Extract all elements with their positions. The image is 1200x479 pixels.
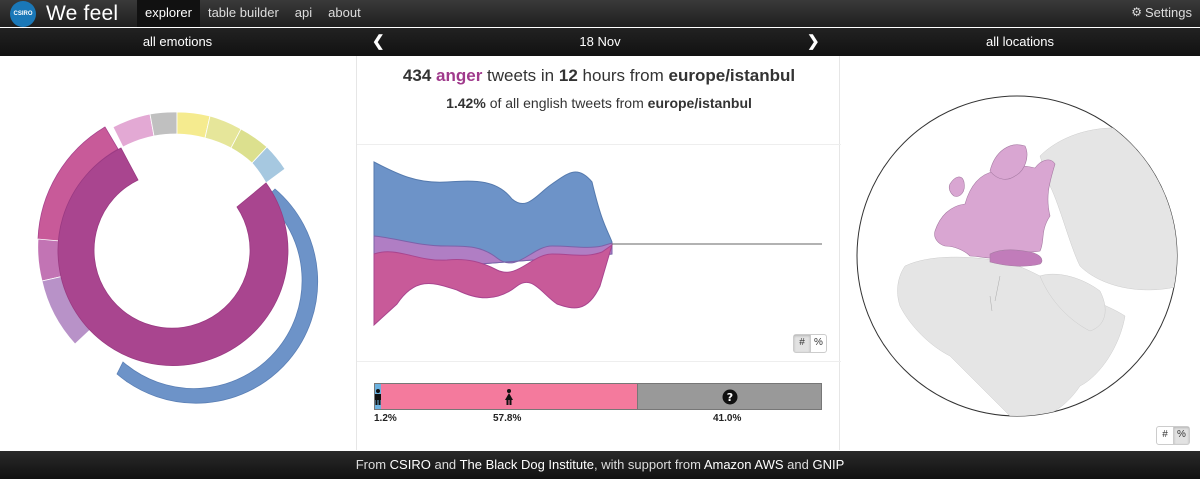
nav-api[interactable]: api (294, 5, 313, 20)
aws-link[interactable]: Amazon AWS (703, 457, 784, 472)
main-nav: explorer table builder api about (137, 0, 369, 27)
sunburst-outer-blue[interactable] (116, 188, 318, 404)
land-uk[interactable] (948, 176, 965, 197)
hours-count: 12 (558, 66, 578, 85)
brand[interactable]: CSIRO We feel (10, 0, 118, 27)
footer: From CSIRO and The Black Dog Institute, … (0, 451, 1200, 479)
emotion-sunburst-panel (0, 56, 356, 450)
stream-anger-layer[interactable] (373, 243, 613, 327)
gender-female-segment[interactable] (380, 384, 639, 409)
divider (357, 361, 841, 362)
date-label: 18 Nov (579, 34, 621, 49)
land-arabia[interactable] (1039, 273, 1106, 332)
subline: 1.42% of all english tweets from europe/… (357, 95, 841, 111)
unknown-percent: 41.0% (713, 413, 742, 424)
footer-text4: and (787, 457, 809, 472)
chevron-left-icon[interactable]: ❮ (372, 33, 385, 50)
map-count-button[interactable]: # (1162, 429, 1168, 440)
emotion-selector[interactable]: all emotions (142, 34, 213, 49)
gender-male-segment[interactable] (374, 384, 381, 409)
subline-text: of all english tweets from (489, 95, 644, 111)
percent-mode-button[interactable]: % (810, 335, 826, 352)
chevron-right-icon[interactable]: ❯ (807, 33, 820, 50)
subline-location: europe/istanbul (647, 95, 752, 111)
question-icon: ? (722, 389, 738, 405)
sunburst-outer-yellow1[interactable] (176, 111, 211, 139)
footer-text2: and (434, 457, 457, 472)
headline-text2: hours from (582, 66, 664, 85)
headline-text1: tweets in (487, 66, 555, 85)
land-europe-highlight[interactable] (934, 159, 1056, 259)
footer-text3: , with support from (593, 457, 701, 472)
land-northeast[interactable] (1039, 127, 1180, 291)
csiro-logo: CSIRO (10, 0, 36, 27)
female-percent: 57.8% (493, 413, 522, 424)
emotion-name[interactable]: anger (436, 66, 483, 85)
center-panel: 434 anger tweets in 12 hours from europe… (356, 56, 841, 450)
land-scandinavia[interactable] (989, 144, 1028, 180)
footer-text1: From (355, 457, 387, 472)
emotion-sunburst[interactable] (0, 56, 356, 450)
gender-bar: ? (374, 383, 822, 410)
male-percent: 1.2% (374, 413, 397, 424)
sunburst-inner-anger[interactable] (57, 147, 289, 366)
divider (357, 144, 841, 145)
location-globe-panel: # % (840, 56, 1200, 450)
female-icon (505, 389, 514, 405)
nav-table-builder[interactable]: table builder (207, 5, 279, 20)
land-turkey-highlight[interactable] (989, 249, 1043, 267)
headline: 434 anger tweets in 12 hours from europe… (357, 66, 841, 86)
top-navbar: CSIRO We feel explorer table builder api… (0, 0, 1200, 27)
app-title: We feel (46, 1, 119, 25)
csiro-link[interactable]: CSIRO (389, 457, 431, 472)
gear-icon: ⚙ (1131, 5, 1143, 19)
location-selector[interactable]: all locations (986, 34, 1054, 49)
settings-label: Settings (1145, 5, 1192, 20)
stream-mode-toggle: # % (793, 334, 827, 353)
land-inner-border (989, 275, 1001, 312)
svg-text:?: ? (726, 391, 732, 404)
settings-button[interactable]: ⚙ Settings (1131, 0, 1192, 25)
count-mode-button[interactable]: # (794, 335, 810, 352)
nav-about[interactable]: about (328, 5, 361, 20)
streamgraph[interactable] (357, 154, 841, 334)
bdi-link[interactable]: The Black Dog Institute (459, 457, 594, 472)
sunburst-outer-pink[interactable] (112, 113, 155, 148)
stream-blue-layer[interactable] (373, 161, 613, 273)
tweet-percent: 1.42% (446, 95, 486, 111)
gender-unknown-segment[interactable]: ? (638, 384, 821, 409)
nav-explorer[interactable]: explorer (137, 0, 200, 27)
location-globe[interactable] (840, 56, 1200, 450)
male-icon (374, 389, 381, 405)
map-percent-button[interactable]: % (1173, 427, 1189, 444)
filter-bar: all emotions ❮ 18 Nov ❯ all locations (0, 28, 1200, 56)
map-mode-toggle: # % (1156, 426, 1190, 445)
sunburst-outer-grey[interactable] (149, 111, 178, 137)
gnip-link[interactable]: GNIP (812, 457, 845, 472)
headline-location: europe/istanbul (668, 66, 796, 85)
tweet-count: 434 (402, 66, 432, 85)
